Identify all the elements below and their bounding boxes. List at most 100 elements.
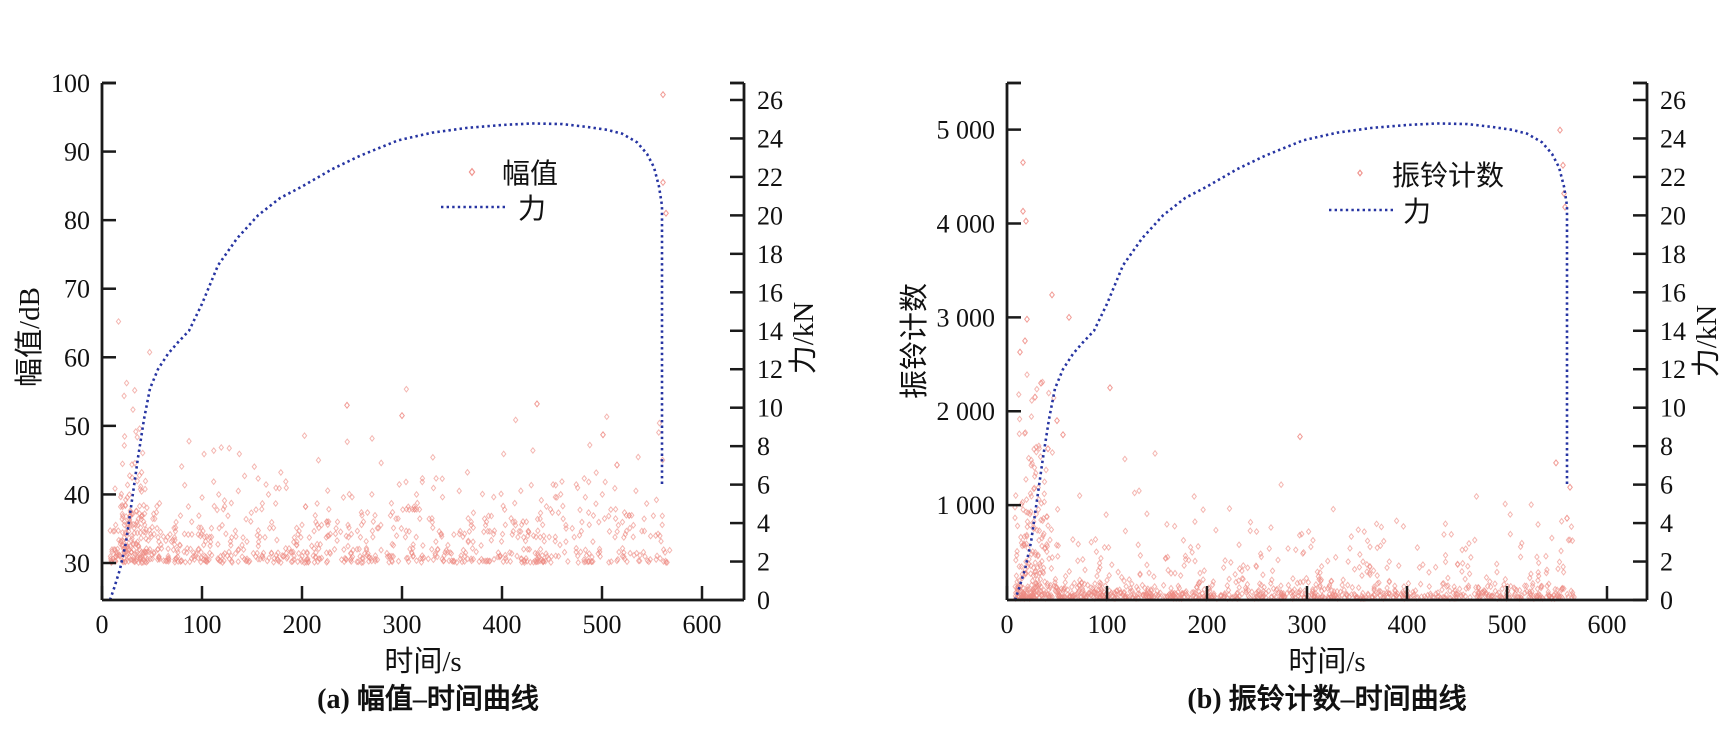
scatter-point [547,505,554,513]
scatter-point [439,475,446,483]
scatter-point [1344,581,1351,589]
scatter-point [615,555,621,563]
scatter-point [1226,575,1232,583]
scatter-point [1562,203,1568,211]
scatter-point [541,532,547,540]
scatter-point [1191,588,1197,596]
scatter-point [660,90,666,99]
scatter-point [1210,578,1217,586]
scatter-point [314,540,320,548]
scatter-point [606,558,612,566]
scatter-point [1139,581,1146,589]
scatter-point [325,518,332,526]
scatter-point [236,450,243,458]
scatter-point [1552,585,1558,593]
scatter-point [1160,581,1167,589]
legend [441,167,508,209]
scatter-point [1410,591,1416,599]
scatter-point [132,551,139,559]
scatter-point [429,514,435,522]
scatter-point [334,537,340,545]
scatter-point [1367,543,1373,551]
scatter-point [1347,544,1353,552]
scatter-point [419,478,426,486]
y-right-tick-label: 22 [1660,163,1686,192]
scatter-point [1355,584,1362,592]
scatter-point [126,523,133,531]
scatter-point [1287,586,1293,594]
scatter-point [436,527,442,536]
scatter-point [340,493,347,501]
scatter-point [514,552,520,560]
legend-scatter-marker [468,167,476,177]
scatter-point [266,524,273,532]
scatter-point [509,530,516,539]
y-right-tick-label: 10 [757,394,783,423]
scatter-point [257,555,263,563]
scatter-point [1297,432,1303,441]
scatter-point [1135,585,1141,593]
scatter-point [1106,571,1113,579]
scatter-point [1568,523,1575,531]
scatter-point [1022,337,1028,345]
scatter-point [1070,536,1076,544]
scatter-point [1031,464,1038,472]
scatter-point [384,549,390,557]
scatter-point [534,555,541,563]
x-tick-label: 500 [1488,610,1527,639]
scatter-point [395,515,401,523]
scatter-point [235,558,241,566]
scatter-point [577,506,583,514]
scatter-point [1445,574,1451,582]
scatter-point [263,480,269,489]
scatter-point [1171,522,1178,530]
scatter-point [1364,537,1371,545]
scatter-point [1074,583,1081,592]
scatter-point [1305,578,1312,586]
scatter-point [168,537,175,546]
scatter-point [1036,442,1042,450]
scatter-point [1560,563,1566,571]
scatter-point [303,558,309,566]
scatter-point [291,555,297,563]
scatter-point [1501,580,1507,588]
scatter-point [459,558,465,566]
scatter-point [1499,585,1505,593]
scatter-point [364,508,371,517]
scatter-series [1012,126,1577,603]
scatter-point [243,515,249,523]
scatter-point [326,505,332,513]
scatter-point [502,551,509,559]
scatter-series [107,90,673,567]
scatter-point [1265,587,1272,595]
scatter-point [433,474,439,482]
scatter-point [206,533,213,541]
scatter-point [313,518,319,526]
scatter-point [1086,589,1093,597]
scatter-point [190,553,197,561]
scatter-point [1032,548,1039,556]
scatter-point [188,518,195,526]
scatter-point [557,541,563,549]
scatter-point [149,551,155,559]
scatter-point [1401,583,1407,591]
scatter-point [1351,565,1358,573]
scatter-point [1018,563,1025,571]
scatter-point [221,549,228,557]
scatter-point [395,557,402,565]
scatter-point [137,529,144,537]
scatter-point [1037,575,1044,583]
scatter-point [1045,522,1051,530]
scatter-point [181,530,188,538]
scatter-point [1098,585,1104,593]
scatter-point [406,506,412,514]
scatter-point [1137,570,1143,578]
scatter-point [208,524,215,532]
scatter-point [405,557,412,566]
scatter-point [137,554,143,562]
scatter-point [334,518,341,526]
scatter-point [135,515,142,523]
scatter-point [1044,540,1050,548]
scatter-point [1285,581,1292,589]
